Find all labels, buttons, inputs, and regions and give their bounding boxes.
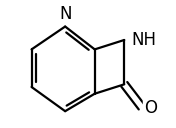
Text: N: N <box>59 4 71 23</box>
Text: NH: NH <box>131 31 156 49</box>
Text: O: O <box>144 99 157 118</box>
Text: N: N <box>59 4 71 23</box>
Text: NH: NH <box>131 31 156 49</box>
Text: O: O <box>144 99 157 118</box>
